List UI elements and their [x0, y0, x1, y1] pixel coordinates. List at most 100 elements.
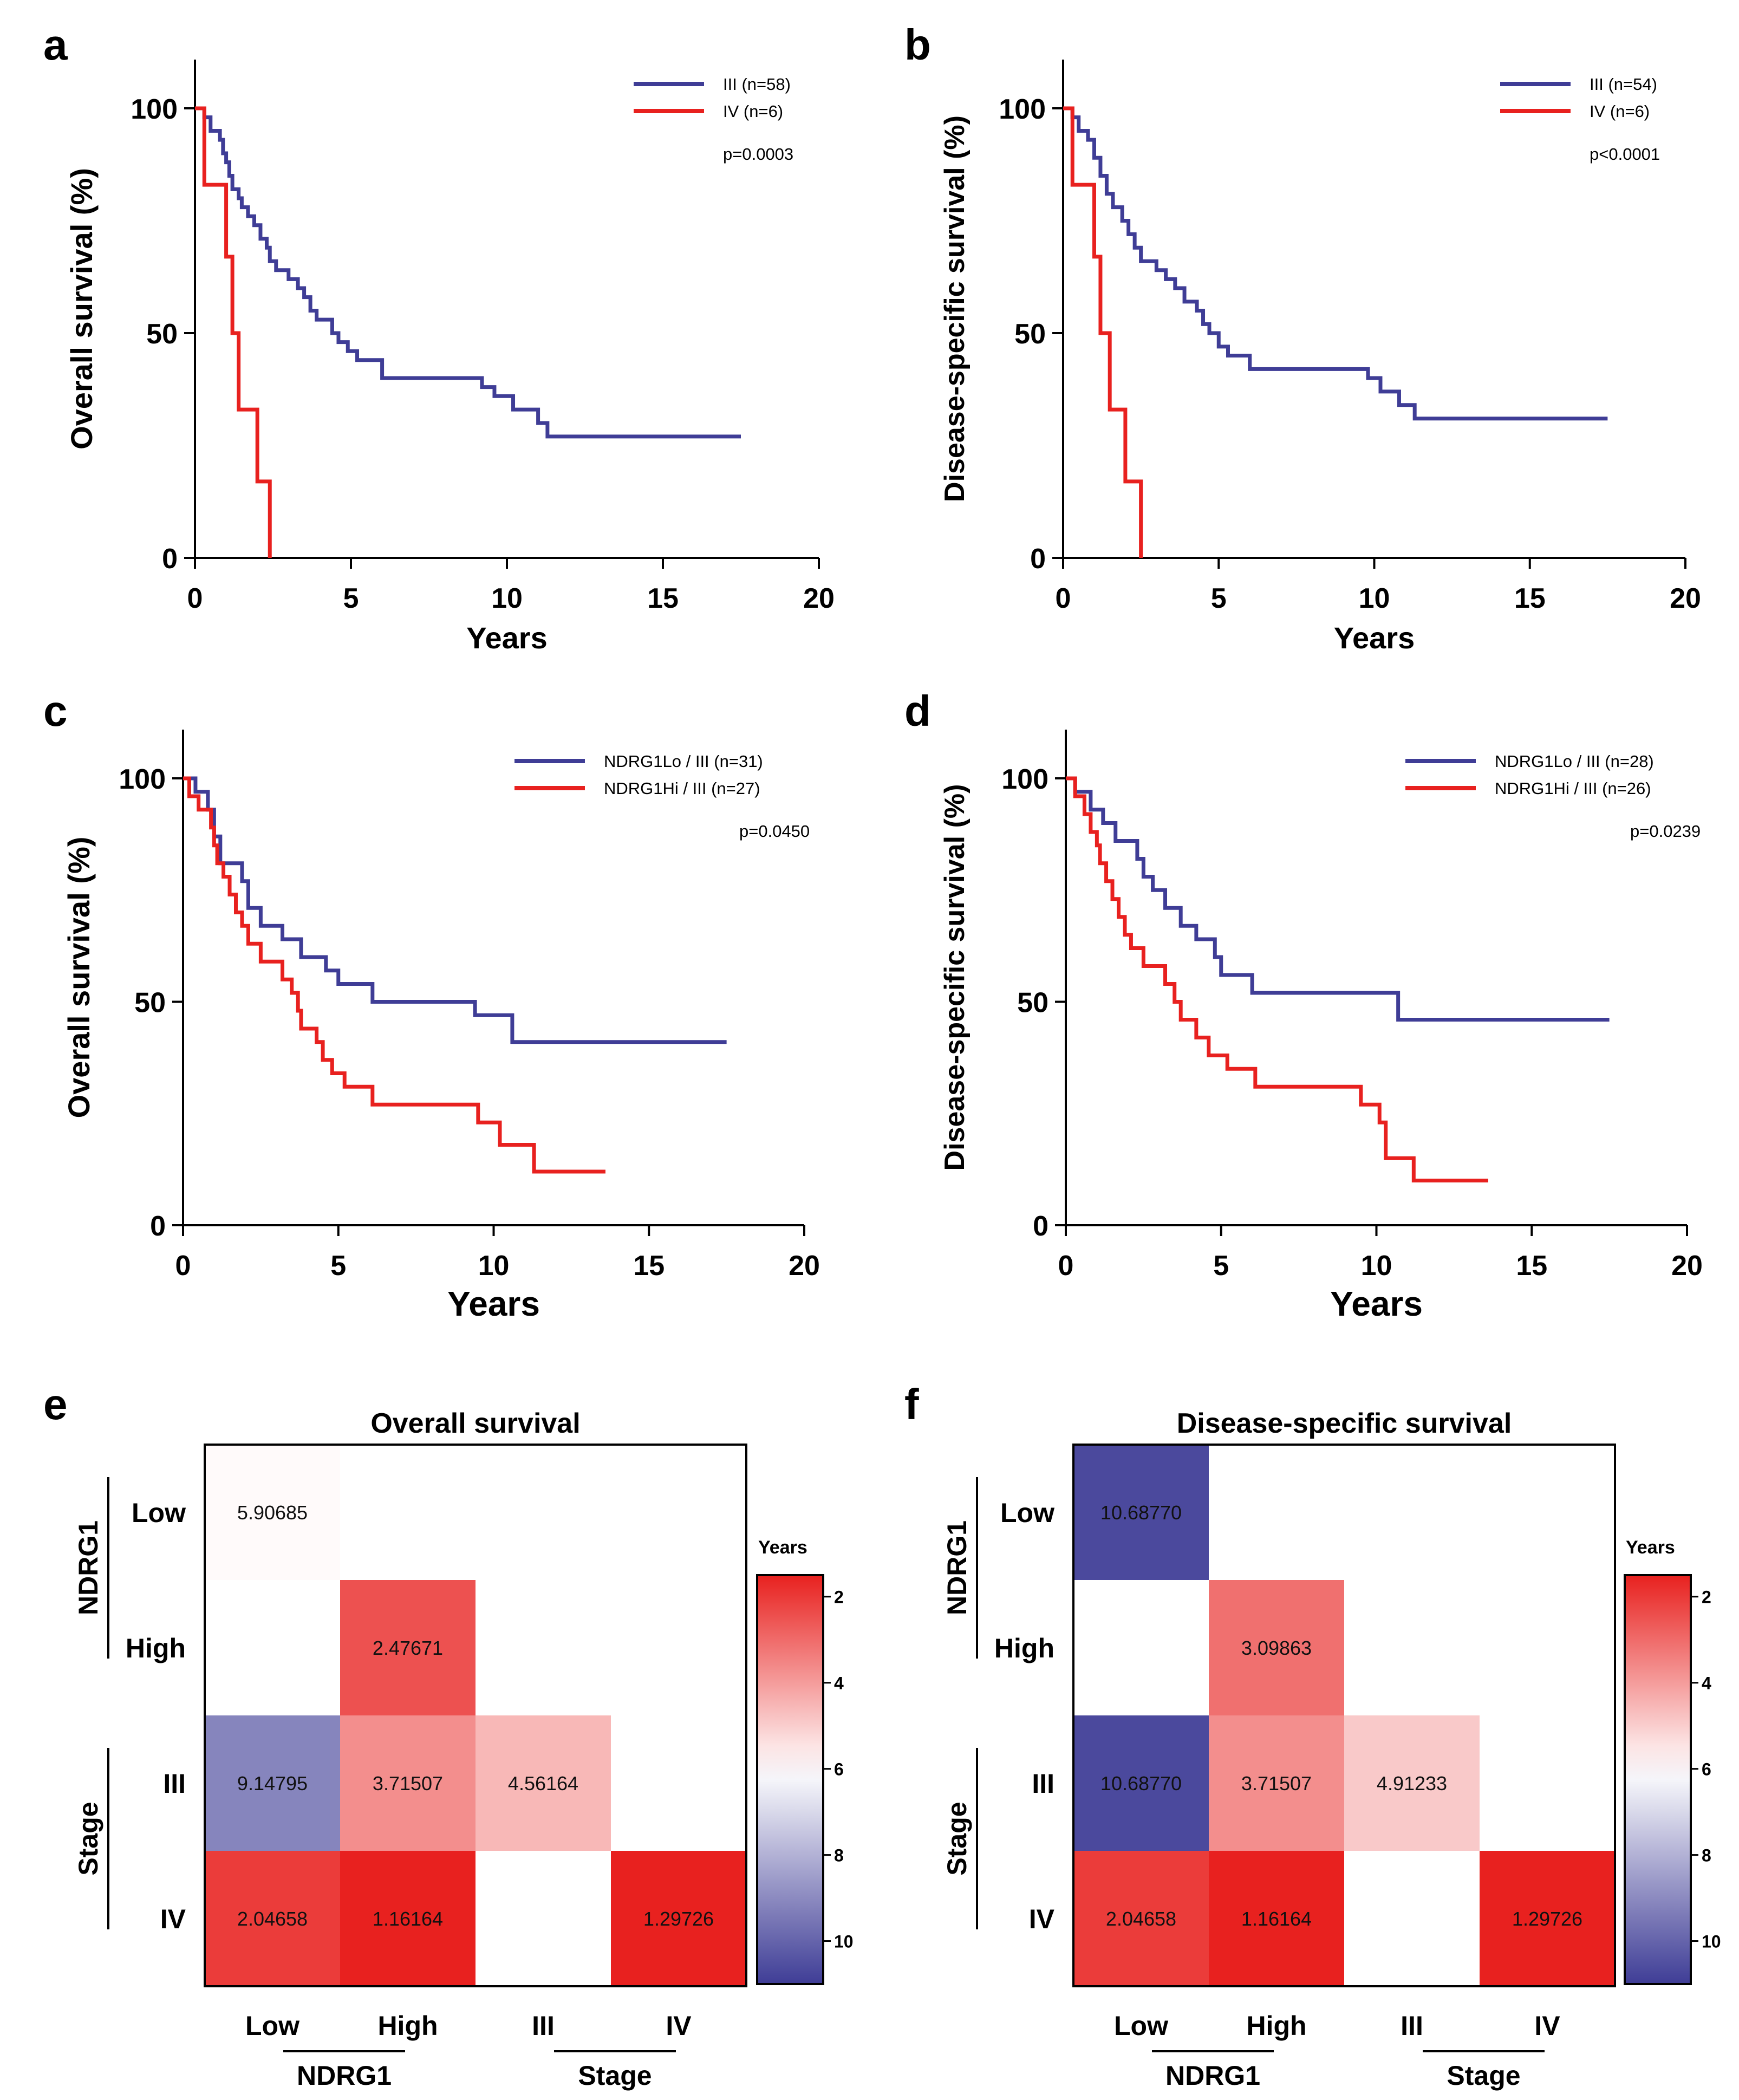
legend-label: IV (n=6) [723, 102, 783, 121]
x-tick-label: 20 [1670, 583, 1701, 614]
heatmap-cell [1073, 1445, 1209, 1580]
km-curve-group2 [183, 776, 605, 1174]
col-label: III [1401, 2011, 1423, 2041]
x-tick-label: 10 [478, 1250, 510, 1282]
y-axis-title: Overall survival (%) [62, 837, 96, 1119]
heatmap-cell-value: 10.68770 [1100, 1772, 1182, 1795]
heatmap-cell-value: 9.14795 [237, 1772, 308, 1795]
panel-letter: c [43, 687, 68, 735]
heatmap-cell [1480, 1851, 1615, 1986]
heatmap-cell-value: 4.91233 [1377, 1772, 1447, 1795]
x-tick-label: 20 [803, 583, 835, 614]
x-tick-label: 15 [633, 1250, 665, 1282]
heatmap-cell [1209, 1851, 1344, 1986]
col-group-label: Stage [1447, 2060, 1520, 2091]
heatmap-cell-value: 3.09863 [1241, 1637, 1312, 1659]
row-label: IV [160, 1904, 186, 1934]
x-tick-label: 0 [1058, 1250, 1074, 1282]
colorbar-tick-label: 10 [834, 1932, 854, 1952]
heatmap-cell [205, 1851, 340, 1986]
heatmap-cell [1073, 1715, 1209, 1851]
heatmap-title: Overall survival [370, 1408, 580, 1439]
y-axis-title: Disease-specific survival (%) [939, 115, 971, 502]
legend-label: III (n=54) [1590, 75, 1657, 94]
x-tick-label: 20 [789, 1250, 820, 1282]
x-tick-label: 15 [1514, 583, 1546, 614]
km-curve-group1 [195, 106, 741, 439]
col-label: III [532, 2011, 555, 2041]
x-axis-title: Years [1330, 1284, 1423, 1323]
heatmap-cell-value: 5.90685 [237, 1501, 308, 1524]
row-group-label: Stage [73, 1802, 103, 1875]
col-label: IV [1534, 2011, 1560, 2041]
heatmap-cell [1344, 1715, 1480, 1851]
x-axis-title: Years [1334, 621, 1415, 655]
x-axis-title: Years [466, 621, 548, 655]
heatmap-cell-value: 1.16164 [373, 1908, 443, 1930]
row-label: IV [1029, 1904, 1055, 1934]
x-tick-label: 5 [330, 1250, 346, 1282]
heatmap-cell-value: 1.29726 [643, 1908, 714, 1930]
heatmap-cell [1209, 1580, 1344, 1715]
heatmap-cell [205, 1715, 340, 1851]
row-label: High [126, 1633, 186, 1663]
km-panel-c: c 0 5 10 15 20 0 50 100 Years Overall survival (%)… [43, 687, 820, 1323]
colorbar-tick-label: 8 [1702, 1846, 1711, 1865]
panel-letter: f [904, 1380, 919, 1428]
km-curve-group2 [1066, 776, 1488, 1182]
km-panel-d: d 0 5 10 15 20 0 50 100 Years Disease-specific sur… [904, 687, 1703, 1323]
col-label: Low [1114, 2011, 1168, 2041]
y-tick-label: 0 [1030, 543, 1046, 575]
heatmap-title: Disease-specific survival [1177, 1408, 1512, 1439]
row-label: III [1032, 1769, 1054, 1799]
heatmap-cell [340, 1580, 476, 1715]
y-tick-label: 0 [150, 1211, 166, 1242]
heatmap-cell-value: 2.47671 [373, 1637, 443, 1659]
heatmap-cell-value: 4.56164 [508, 1772, 578, 1795]
colorbar [1624, 1574, 1692, 1985]
p-value: p<0.0001 [1590, 145, 1660, 164]
heatmap-cell [611, 1851, 746, 1986]
heatmap-cell-value: 1.29726 [1512, 1908, 1582, 1930]
row-group-label: NDRG1 [73, 1520, 103, 1615]
x-tick-label: 0 [187, 583, 203, 614]
heatmap-cell-value: 10.68770 [1100, 1501, 1182, 1524]
x-tick-label: 20 [1671, 1250, 1703, 1282]
heatmap-panel-f: f Disease-specific survival 10.68770 3.0986… [904, 1380, 1721, 2091]
km-curve-group2 [195, 106, 272, 558]
y-axis-title: Disease-specific survival (%) [939, 784, 971, 1171]
colorbar-tick-label: 2 [1702, 1588, 1711, 1607]
col-label: Low [245, 2011, 299, 2041]
col-group-label: NDRG1 [297, 2060, 392, 2091]
y-tick-label: 50 [134, 987, 166, 1019]
colorbar-tick-label: 2 [834, 1588, 844, 1607]
col-group-label: NDRG1 [1165, 2060, 1260, 2091]
heatmap-cell [1073, 1851, 1209, 1986]
y-tick-label: 0 [1033, 1211, 1048, 1242]
panel-letter: d [904, 687, 931, 735]
heatmap-cell [1209, 1715, 1344, 1851]
row-group-label: NDRG1 [942, 1520, 972, 1615]
colorbar-tick-label: 8 [834, 1846, 844, 1865]
heatmap-panel-e: e Overall survival 5.90685 2.47671 9.14795 3.… [43, 1380, 854, 2091]
x-tick-label: 5 [343, 583, 359, 614]
legend-label: NDRG1Lo / III (n=31) [604, 752, 763, 771]
km-curve-group1 [1066, 776, 1610, 1022]
y-tick-label: 50 [1017, 987, 1048, 1019]
km-panel-b: b 0 5 10 15 20 0 50 100 Years Disease-specific sur… [904, 21, 1701, 655]
heatmap-frame [1072, 1444, 1616, 1987]
x-tick-label: 0 [175, 1250, 191, 1282]
y-tick-label: 0 [162, 543, 178, 575]
colorbar [756, 1574, 824, 1985]
colorbar-tick-label: 6 [834, 1760, 844, 1779]
x-tick-label: 10 [491, 583, 523, 614]
row-label: III [163, 1769, 186, 1799]
y-tick-label: 100 [1001, 764, 1048, 795]
y-tick-label: 100 [131, 94, 178, 125]
col-label: High [377, 2011, 438, 2041]
y-axis-title: Overall survival (%) [64, 168, 99, 450]
y-tick-label: 50 [146, 318, 178, 350]
colorbar-tick-label: 4 [1702, 1674, 1711, 1693]
x-tick-label: 5 [1211, 583, 1227, 614]
